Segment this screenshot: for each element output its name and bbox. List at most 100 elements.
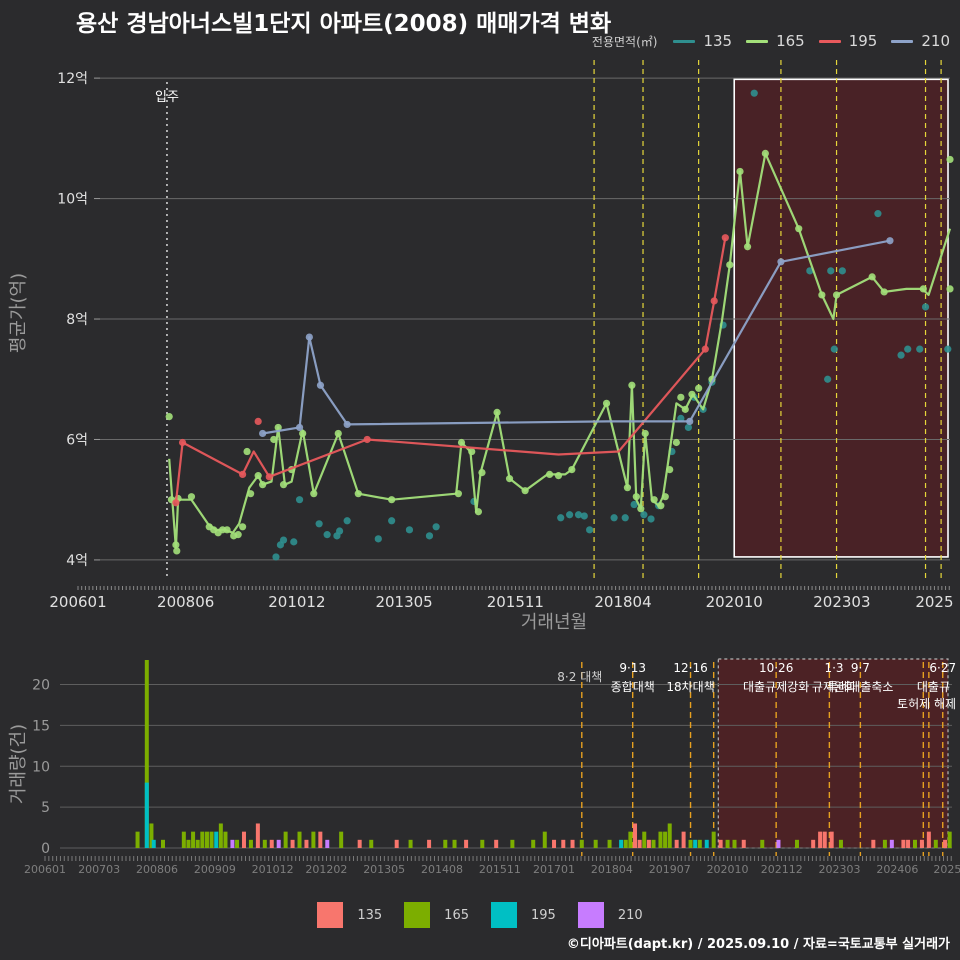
volume-bar-165 — [144, 660, 149, 848]
volume-bar-165 — [218, 823, 223, 848]
volume-bar-165 — [204, 831, 209, 848]
price-point-135 — [425, 532, 434, 540]
price-point-165 — [478, 469, 486, 477]
volume-bar-165 — [510, 839, 515, 848]
price-point-165 — [623, 484, 632, 492]
volume-bar-165 — [408, 839, 413, 848]
volume-x-tick-label: 202112 — [761, 863, 803, 876]
volume-legend-label-195: 195 — [531, 907, 556, 923]
price-point-165 — [310, 490, 318, 498]
price-point-135 — [827, 267, 835, 275]
volume-bar-165 — [912, 839, 917, 848]
volume-bar-135 — [561, 839, 566, 848]
price-point-165 — [632, 493, 640, 501]
price-point-165 — [568, 465, 576, 474]
volume-legend-item-210: 210 — [577, 902, 643, 928]
volume-y-tick-label: 5 — [41, 800, 50, 816]
source-caption: ©디아파트(dapt.kr) / 2025.09.10 / 자료=국토교통부 실… — [566, 937, 950, 952]
price-point-165 — [628, 381, 636, 389]
volume-x-tick-label: 201701 — [533, 863, 575, 876]
volume-bar-135 — [633, 823, 638, 848]
price-series-165 — [165, 149, 954, 555]
price-point-165 — [818, 291, 826, 299]
volume-bar-135 — [394, 839, 399, 848]
price-series-195 — [172, 234, 729, 507]
volume-bar-210 — [776, 839, 781, 848]
volume-legend-label-210: 210 — [617, 907, 643, 923]
volume-bar-195 — [214, 831, 219, 848]
volume-legend-item-195: 195 — [491, 902, 556, 928]
volume-x-tick-label: 200601 — [24, 863, 66, 876]
price-point-135 — [621, 514, 629, 522]
policy-annotation-text: 대출규제강화 — [743, 680, 809, 694]
volume-bar-165 — [882, 839, 887, 848]
volume-bar-135 — [255, 823, 260, 848]
volume-highlight-region — [717, 658, 949, 849]
price-point-195 — [701, 345, 709, 353]
price-point-165 — [254, 472, 262, 480]
price-point-135 — [343, 517, 351, 525]
volume-legend-swatch-210 — [577, 902, 604, 928]
volume-bar-165 — [628, 831, 633, 848]
volume-bar-165 — [297, 831, 302, 848]
price-point-135 — [916, 345, 924, 353]
volume-bar-135 — [674, 839, 679, 848]
price-y-tick-label: 8억 — [66, 312, 88, 328]
price-x-tick-label: 200601 — [49, 593, 106, 611]
volume-legend: 135 165 195 210 — [0, 900, 960, 930]
volume-bar-165 — [311, 831, 316, 848]
price-legend-item-210: 210 — [891, 32, 950, 50]
policy-annotation-date: 12·16 — [673, 661, 707, 675]
policy-annotation: 8·2 대책 — [557, 669, 602, 684]
price-point-135 — [806, 267, 814, 275]
price-y-tick-label: 10억 — [57, 192, 88, 208]
price-point-165 — [299, 429, 307, 438]
volume-y-tick-label: 0 — [41, 841, 50, 857]
price-x-tick-label: 201012 — [268, 593, 325, 611]
price-point-165 — [641, 429, 649, 438]
price-point-165 — [505, 475, 514, 483]
volume-x-tick-label: 202010 — [707, 863, 749, 876]
price-point-165 — [388, 496, 396, 504]
price-point-165 — [880, 288, 888, 296]
volume-bar-135 — [637, 839, 642, 848]
price-point-195 — [178, 438, 187, 447]
volume-bar-210 — [230, 839, 235, 848]
volume-legend-item-165: 165 — [404, 902, 469, 928]
volume-bar-165 — [480, 839, 485, 848]
volume-bar-165 — [209, 831, 214, 848]
volume-x-tick-label: 202303 — [819, 863, 861, 876]
price-point-165 — [743, 243, 752, 251]
volume-bar-135 — [811, 839, 816, 848]
price-legend-label-135: 135 — [703, 32, 733, 50]
price-x-tick-label: 2025 — [915, 593, 953, 611]
price-point-165 — [832, 291, 841, 299]
policy-annotation-date: 6·27 — [929, 661, 956, 675]
policy-annotation-date: 1·3 — [824, 661, 843, 675]
price-point-135 — [336, 527, 344, 535]
volume-bar-165 — [135, 831, 140, 848]
price-point-165 — [474, 508, 483, 516]
price-point-165 — [946, 285, 954, 293]
price-point-195 — [254, 417, 262, 426]
price-legend-label-165: 165 — [776, 32, 805, 50]
price-point-165 — [521, 487, 529, 495]
price-point-135 — [824, 375, 832, 383]
volume-bar-135 — [901, 839, 906, 848]
policy-annotation-text: 규제완화 — [812, 680, 856, 694]
volume-x-tick-label: 201305 — [363, 863, 405, 876]
price-point-135 — [374, 535, 382, 543]
price-y-tick-label: 12억 — [57, 71, 88, 87]
price-x-tick-label: 201511 — [487, 593, 544, 611]
volume-y-tick-label: 15 — [32, 718, 50, 734]
volume-bar-165 — [195, 839, 200, 848]
volume-bar-135 — [241, 831, 246, 848]
volume-legend-swatch-165 — [404, 902, 431, 928]
volume-bar-165 — [732, 839, 737, 848]
volume-bar-165 — [642, 831, 647, 848]
price-point-165 — [243, 447, 251, 456]
volume-bar-165 — [191, 831, 196, 848]
price-x-tick-label: 200806 — [157, 593, 214, 611]
price-point-135 — [290, 538, 298, 546]
price-point-165 — [354, 490, 362, 498]
